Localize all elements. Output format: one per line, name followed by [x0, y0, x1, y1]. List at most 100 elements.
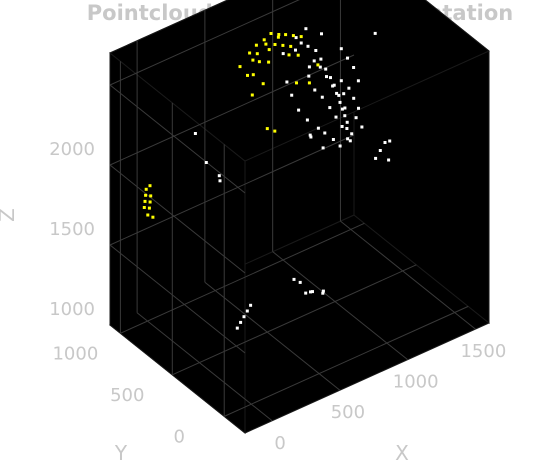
- data-point-series-2: [147, 206, 151, 210]
- data-point-series-1: [245, 309, 249, 313]
- data-point-series-1: [308, 133, 312, 137]
- data-point-series-1: [298, 280, 302, 284]
- data-point-series-2: [248, 51, 252, 55]
- data-point-series-2: [246, 73, 249, 77]
- data-point-series-1: [249, 303, 253, 307]
- data-point-series-2: [276, 35, 280, 39]
- data-point-series-2: [307, 81, 311, 85]
- data-point-series-2: [262, 38, 266, 42]
- data-point-series-1: [348, 139, 352, 143]
- data-point-series-1: [339, 47, 343, 51]
- x-tick-label: 0: [274, 433, 285, 454]
- data-point-series-1: [356, 79, 360, 83]
- data-point-series-2: [267, 48, 271, 52]
- x-tick-label: 1000: [393, 372, 439, 393]
- data-point-series-1: [347, 86, 351, 90]
- grid-line-floor-y: [224, 305, 469, 417]
- y-tick-label: 0: [173, 426, 184, 447]
- data-point-series-2: [316, 63, 320, 67]
- data-point-series-2: [265, 127, 269, 131]
- data-point-series-1: [290, 93, 294, 97]
- data-point-series-1: [307, 74, 311, 78]
- data-point-series-1: [334, 115, 338, 119]
- data-point-series-2: [289, 44, 293, 48]
- data-point-series-1: [331, 84, 335, 88]
- axes-panes: [109, 0, 490, 435]
- data-point-series-1: [352, 96, 356, 100]
- data-point-series-1: [309, 290, 312, 294]
- grid-line-left-z: [109, 84, 246, 194]
- grid-line-floor-y: [172, 264, 417, 376]
- data-point-series-1: [321, 289, 325, 293]
- data-point-series-1: [357, 106, 360, 110]
- data-point-series-1: [316, 126, 320, 130]
- data-point-series-2: [144, 193, 148, 197]
- data-point-series-1: [321, 146, 325, 150]
- data-point-series-1: [306, 44, 310, 48]
- data-point-series-1: [383, 141, 387, 144]
- data-point-series-1: [337, 93, 341, 97]
- data-point-series-1: [319, 57, 323, 61]
- z-tick-label: 1000: [49, 299, 95, 320]
- data-point-series-2: [267, 60, 271, 64]
- data-point-series-1: [235, 326, 239, 330]
- data-point-series-1: [294, 36, 298, 40]
- data-point-series-1: [285, 80, 289, 84]
- data-point-series-2: [281, 43, 285, 47]
- data-point-series-1: [239, 320, 243, 324]
- data-point-series-2: [261, 82, 265, 86]
- data-point-series-2: [254, 43, 258, 47]
- data-point-series-1: [304, 27, 308, 31]
- z-tick-label: 1500: [49, 219, 95, 240]
- data-point-series-1: [204, 161, 208, 164]
- x-tick-label: 500: [331, 402, 365, 423]
- grid-line-back-z: [109, 134, 355, 246]
- data-point-series-2: [251, 73, 255, 77]
- data-point-series-1: [318, 65, 322, 69]
- data-point-series-2: [148, 184, 152, 188]
- data-point-series-1: [346, 56, 349, 60]
- y-tick-label: 1000: [52, 343, 98, 364]
- data-point-series-1: [325, 75, 328, 79]
- data-point-series-1: [193, 132, 197, 135]
- grid-line-floor-x: [340, 220, 476, 330]
- data-point-series-1: [332, 83, 336, 87]
- data-point-series-1: [335, 91, 339, 95]
- data-point-series-1: [345, 120, 349, 124]
- data-point-series-1: [321, 291, 325, 295]
- data-point-series-1: [314, 49, 318, 52]
- tick-labels: 0 500 1000 1500 0 500 1000 1000 1500 2000: [49, 139, 506, 454]
- data-point-series-1: [304, 291, 308, 295]
- data-point-series-2: [295, 81, 298, 85]
- data-point-series-2: [291, 34, 295, 38]
- data-point-series-1: [297, 108, 301, 112]
- data-point-series-1: [374, 156, 378, 160]
- z-tick-label: 2000: [49, 139, 95, 160]
- data-point-series-2: [277, 33, 281, 36]
- data-point-series-1: [305, 118, 309, 122]
- data-point-series-1: [324, 67, 328, 71]
- data-point-series-1: [340, 107, 344, 111]
- data-point-series-2: [287, 53, 291, 57]
- data-point-series-1: [312, 59, 316, 63]
- grid-line-floor-x: [204, 281, 341, 391]
- data-point-series-1: [307, 65, 311, 69]
- data-point-series-1: [242, 315, 246, 319]
- data-point-series-1: [350, 132, 354, 136]
- data-point-series-2: [238, 65, 242, 69]
- data-point-series-1: [360, 125, 364, 129]
- data-point-series-1: [309, 135, 313, 139]
- data-point-series-2: [151, 215, 155, 219]
- grid-line-left-z: [109, 164, 246, 274]
- data-point-series-2: [149, 194, 153, 198]
- data-point-series-2: [273, 43, 277, 46]
- grid-line-floor-x: [272, 251, 408, 361]
- data-point-series-1: [373, 31, 377, 35]
- data-point-series-1: [345, 127, 349, 130]
- x-axis-label: X: [395, 441, 409, 465]
- grid-line-back-z: [109, 0, 300, 86]
- data-point-series-1: [281, 52, 285, 56]
- data-points: [142, 27, 392, 330]
